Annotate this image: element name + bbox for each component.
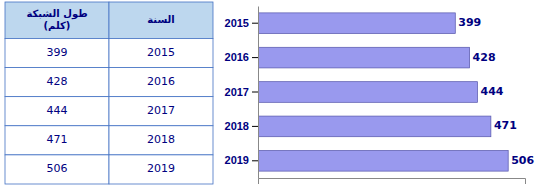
y-axis: 2019 2018 2017 2016 2015 [225, 7, 259, 179]
tick: 2017 [225, 86, 258, 98]
cell-text: 2016 [147, 75, 175, 88]
data-label: 506 [511, 154, 534, 167]
cell-text: 399 [47, 46, 68, 59]
table-cell [109, 38, 213, 67]
bars [258, 13, 508, 171]
tick-mark [252, 126, 258, 127]
header-cell [109, 2, 213, 38]
cell-text: 506 [47, 162, 68, 175]
tick: 2018 [225, 120, 258, 132]
header-text: السنة [147, 14, 175, 25]
tick-mark [252, 92, 258, 93]
tick: 2015 [225, 17, 258, 29]
data-labels: 506 471 444 428 399 [458, 16, 534, 167]
table-cell [109, 126, 213, 155]
header-text: طول الشبكة(كلم) [26, 8, 87, 31]
table-cell [5, 155, 109, 184]
table-cell [5, 126, 109, 155]
tick-label: 2018 [225, 120, 249, 132]
cell-text: 2018 [147, 133, 175, 146]
cell-text: 2017 [147, 104, 175, 117]
tick-mark [252, 23, 258, 24]
tick-label: 2016 [225, 51, 249, 63]
table-cell [109, 155, 213, 184]
cell-text: 2015 [147, 46, 175, 59]
table-cell [5, 38, 109, 67]
header-cell [5, 2, 109, 38]
cell-text: 444 [47, 104, 68, 117]
tick-label: 2019 [225, 154, 249, 166]
figure: طول الشبكة(كلم)السنة39920154282016444201… [0, 0, 549, 186]
tick: 2016 [225, 51, 258, 63]
bar [258, 82, 478, 103]
tick: 2019 [225, 154, 258, 166]
tick-mark [252, 160, 258, 161]
bar [258, 150, 508, 171]
data-label: 444 [481, 85, 504, 98]
tick-label: 2015 [225, 17, 249, 29]
cell-text: 428 [47, 75, 68, 88]
table-cell [109, 68, 213, 97]
table-cell [5, 97, 109, 126]
tick-label: 2017 [225, 86, 249, 98]
data-label: 399 [458, 16, 481, 29]
data-label: 471 [494, 119, 517, 132]
axis-line [258, 7, 259, 179]
x-axis [259, 179, 526, 185]
table-cell [109, 97, 213, 126]
table: طول الشبكة(كلم) السنة 399 2015 428 2016 444 201… [5, 2, 213, 184]
cell-text: 2019 [147, 162, 175, 175]
cell-text: 471 [47, 133, 68, 146]
bar [258, 116, 491, 137]
table-cell [5, 68, 109, 97]
bar [258, 13, 455, 34]
tick-mark [252, 57, 258, 58]
bar-chart: 2019 2018 2017 2016 2015 506 471 444 428 399 [225, 7, 535, 185]
data-label: 428 [473, 51, 496, 64]
bar [258, 47, 470, 68]
axis-line [259, 179, 526, 185]
